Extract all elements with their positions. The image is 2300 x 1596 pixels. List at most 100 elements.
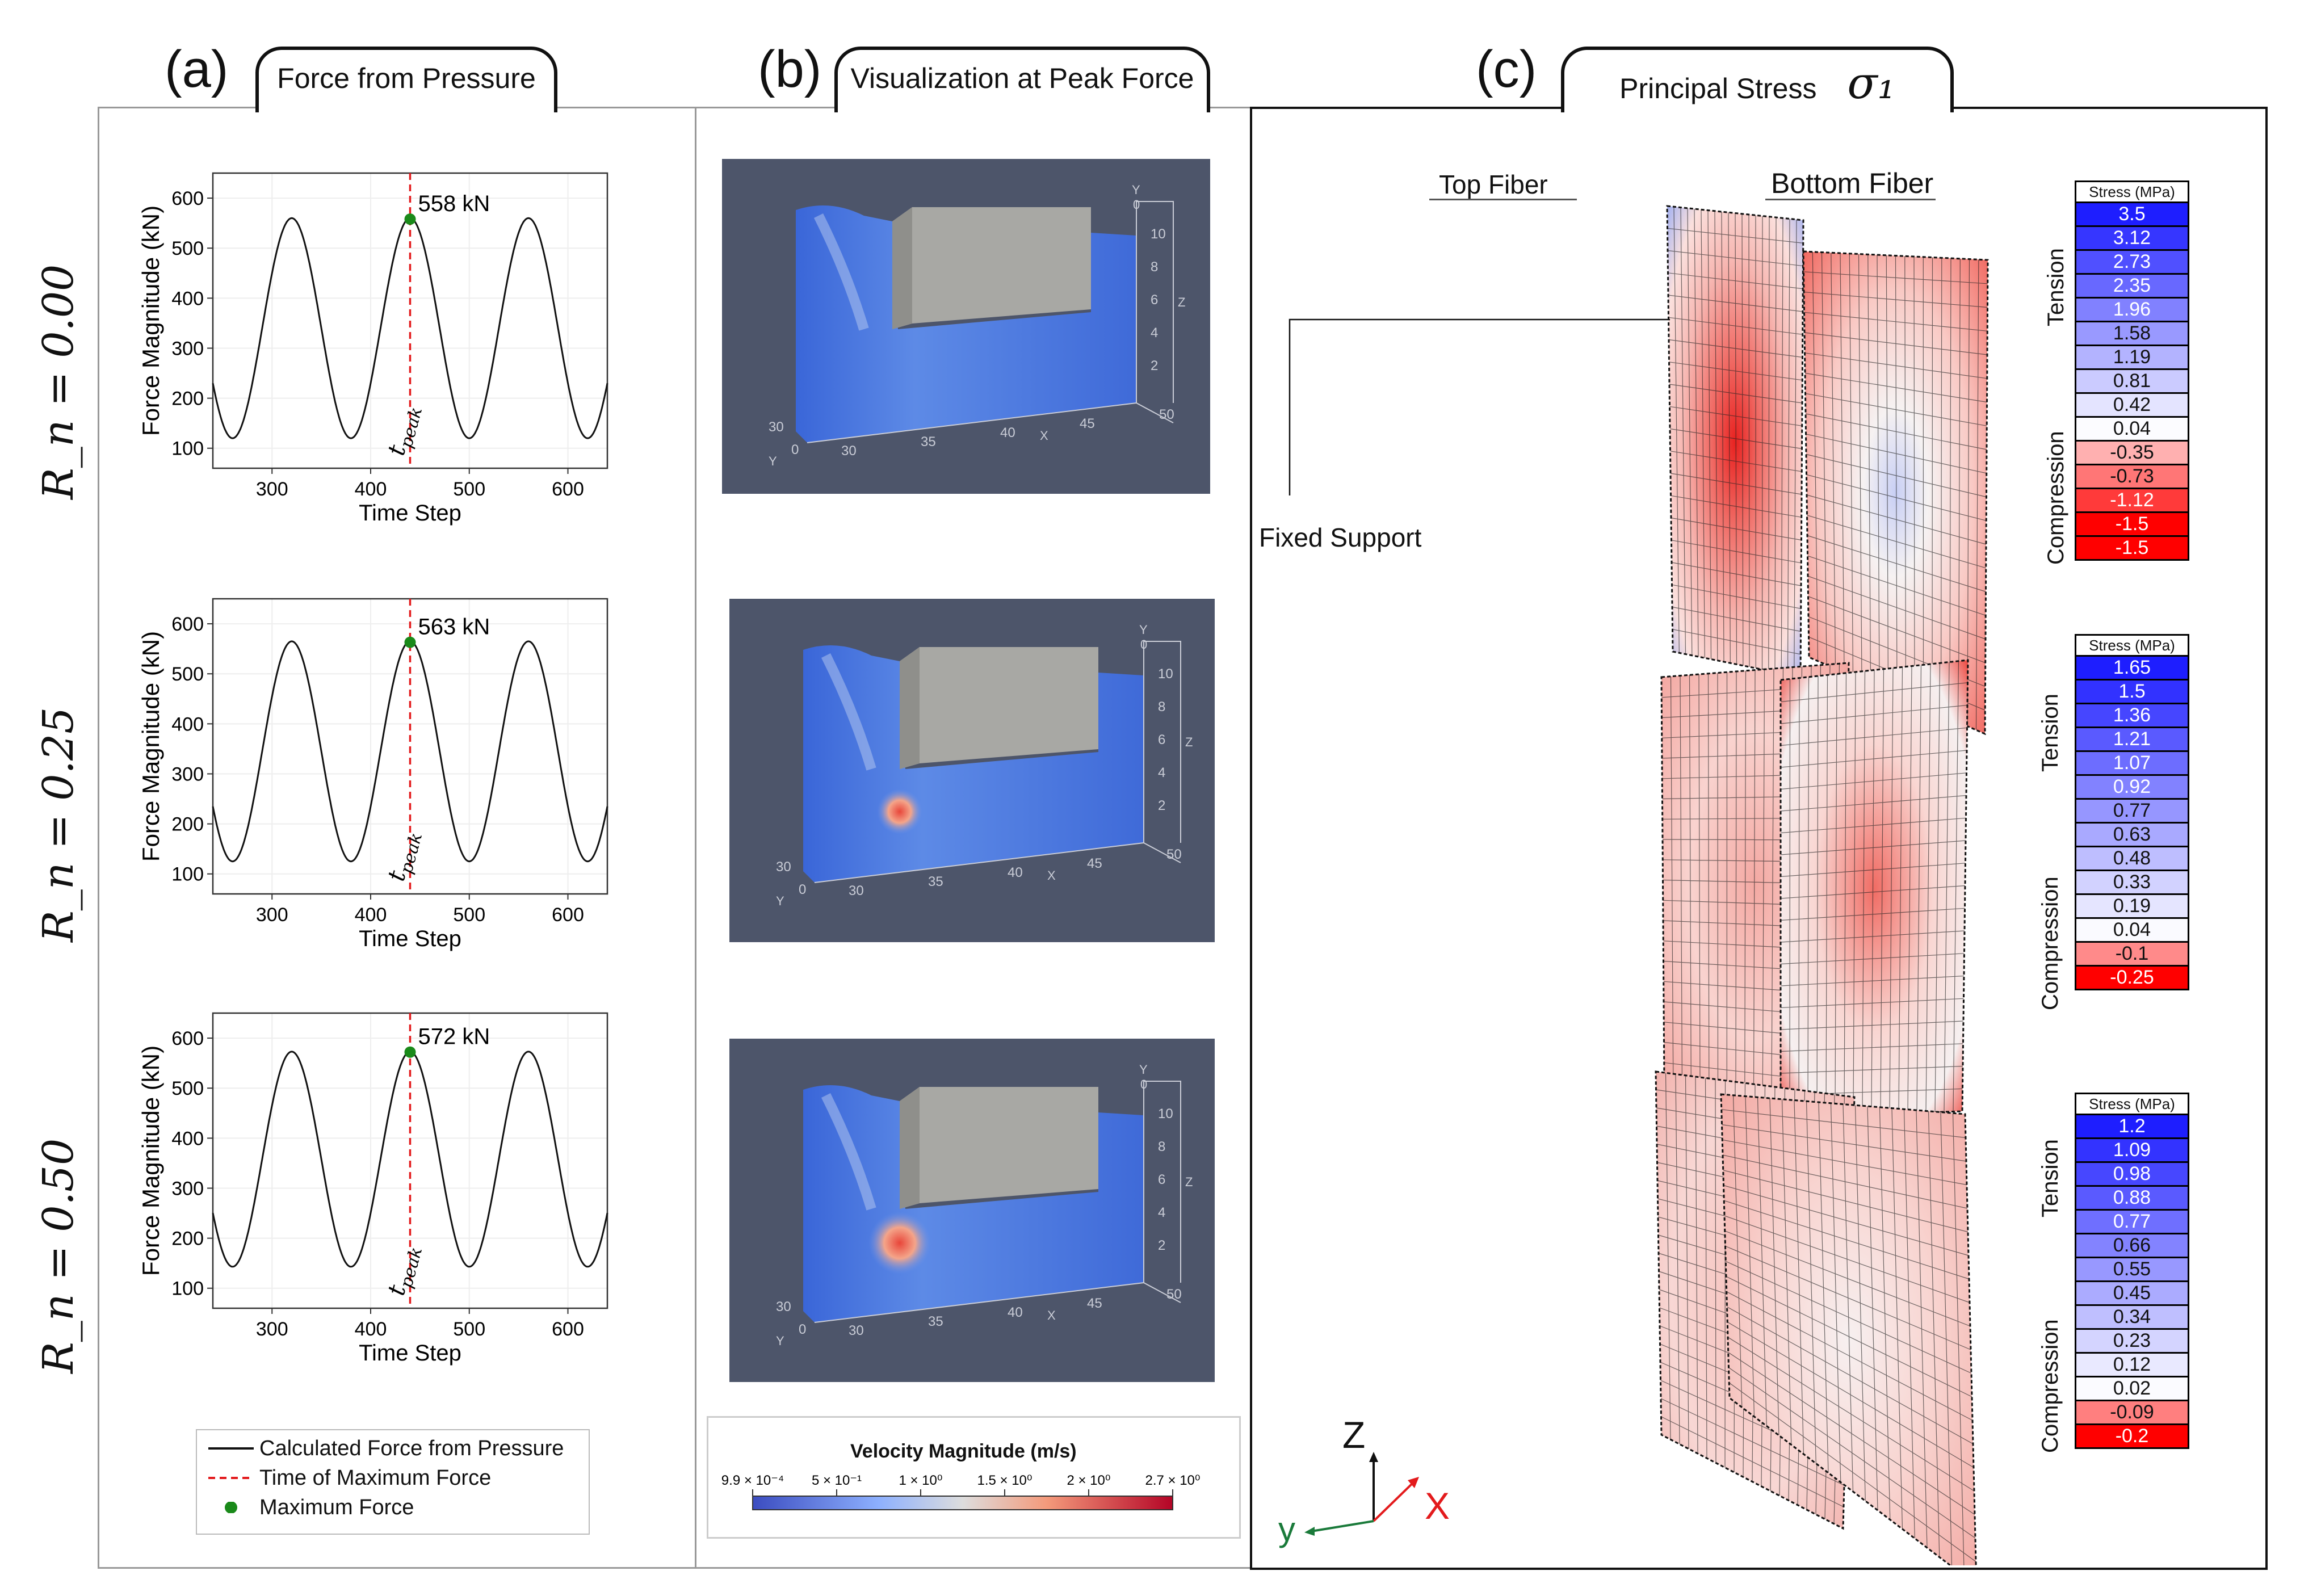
ytick-label-2: 300 [171,1178,204,1199]
legend-dash-swatch [208,1477,254,1479]
plate-mesh-1 [1803,251,1988,730]
ytick-label-3: 400 [171,1128,204,1149]
stress-scale-0: Stress (MPa) 3.5 3.12 2.73 2.35 1.96 1.58 1.19 0… [2075,180,2189,561]
stress-plates [1288,205,1989,1565]
viz-xtick-2: 40 [1008,865,1023,880]
stress-scale-cell: -1.5 [2075,511,2189,537]
stress-scale-cell: 1.21 [2075,726,2189,752]
t-peak-subscript: peak [396,831,426,876]
col-title-top-rule [1429,199,1577,200]
viz-xtick-4: 50 [1159,407,1174,422]
legend-line-swatch [208,1447,254,1450]
viz-top-y-label: Y [1139,1062,1148,1077]
compression-label-2: Compression [2038,1319,2063,1453]
xtick-label-2: 500 [453,478,485,500]
sigma-symbol: σ₁ [1847,58,1895,109]
stress-scale-cell: 2.35 [2075,273,2189,299]
viz-ztick-1: 8 [1158,1139,1165,1154]
stress-scale-cell: 0.66 [2075,1233,2189,1258]
stress-scale-cell: 0.92 [2075,774,2189,800]
col-title-bottom: Bottom Fiber [1771,167,1934,199]
stress-scale-header: Stress (MPa) [2075,180,2189,203]
compression-label-1: Compression [2038,876,2063,1010]
viz-xtick-0: 30 [841,443,857,459]
stress-scale-cell: -0.09 [2075,1400,2189,1425]
plate-edge-1 [1802,250,1989,736]
tension-label-0: Tension [2043,248,2068,326]
stress-scale-cell: 1.58 [2075,321,2189,346]
viz-xtick-3: 45 [1087,856,1102,871]
viz-z-axis-label: Z [1178,295,1185,309]
plate-mesh-2 [1661,663,1849,1105]
stress-scale-cell: 1.09 [2075,1137,2189,1163]
viz-ztick-0: 10 [1158,1106,1173,1122]
viz-y-axis-label: Y [776,1334,784,1348]
axis-triad [1304,1452,1419,1536]
xtick-label-1: 400 [355,904,387,926]
stress-scale-cell: 0.33 [2075,870,2189,895]
stress-scale-cell: 0.77 [2075,798,2189,824]
ytick-label-0: 100 [171,438,204,460]
compression-label-0: Compression [2043,431,2068,565]
bbox-diag [1143,842,1181,863]
wave-crest [821,653,876,771]
viz-x-axis-label: X [1040,429,1048,443]
bbox-line [1143,641,1181,843]
viz-ytick-0: 30 [769,419,784,435]
viz-xtick-1: 35 [921,434,936,450]
stress-scale-cell: 0.19 [2075,893,2189,919]
stress-scale-cell: 0.23 [2075,1328,2189,1354]
force-chart-0: 300 400 500 600 100 200 300 400 500 600 558 kN tpea… [137,172,608,526]
viz-ztick-2: 6 [1158,732,1165,747]
structure-side [892,207,912,329]
force-chart-1: 300 400 500 600 100 200 300 400 500 600 563 kN tpea… [137,598,608,951]
plate-mesh-5 [1721,1095,1976,1565]
x-axis-label: Time Step [359,926,461,951]
x-axis-line [814,1282,1144,1323]
viz-ytick-1: 0 [791,442,799,457]
plate-edge-4 [1655,1070,1856,1530]
row-label-0: R_n = 0.00 [34,264,83,499]
viz-top-y-label: Y [1132,183,1140,197]
stress-scale-1: Stress (MPa) 1.65 1.5 1.36 1.21 1.07 0.92 0.77 0… [2075,634,2189,990]
wave-crest [813,213,869,331]
x-axis-line [814,842,1144,883]
xtick-label-0: 300 [256,1318,288,1340]
stress-scale-cell: 0.63 [2075,822,2189,847]
stress-scale-header: Stress (MPa) [2075,634,2189,657]
plate-edge-0 [1666,205,1804,678]
peak-label: 558 kN [418,191,490,216]
stress-scale-cell: 0.77 [2075,1209,2189,1234]
viz-ztick-0: 10 [1151,226,1166,242]
legend-a: Calculated Force from Pressure Time of M… [196,1429,590,1535]
triad-x-arrow [1408,1477,1419,1488]
stress-scale-cell: -1.5 [2075,535,2189,561]
velocity-colorbar: Velocity Magnitude (m/s) 9.9 × 10⁻⁴ 5 × 1… [707,1416,1241,1539]
stress-scale-cell: 3.5 [2075,201,2189,227]
stress-scale-cell: -0.25 [2075,965,2189,990]
stress-scale-cell: 1.96 [2075,297,2189,322]
viz-top-tick: 0 [1133,198,1140,212]
ytick-label-4: 500 [171,663,204,685]
y-axis-label: Force Magnitude (kN) [137,1045,164,1276]
t-peak-label: tpeak [382,828,426,885]
ytick-label-2: 300 [171,763,204,785]
vbar-tick-label-4: 2 × 10⁰ [1067,1473,1110,1488]
ytick-label-4: 500 [171,238,204,259]
xtick-label-0: 300 [256,904,288,926]
structure-box [900,1087,1098,1209]
bbox-diag [1136,402,1174,423]
legend-item-peak: Maximum Force [197,1493,589,1522]
col-title-top: Top Fiber [1439,170,1548,199]
xtick-label-2: 500 [453,1318,485,1340]
t-peak-subscript: peak [396,405,426,451]
legend-item-line: Calculated Force from Pressure [197,1434,589,1463]
viz-z-axis-label: Z [1185,735,1193,749]
viz-xtick-2: 40 [1008,1305,1023,1320]
row-label-2: R_n = 0.50 [34,1138,83,1374]
panel-a-title: Force from Pressure [255,47,557,112]
ytick-label-3: 400 [171,713,204,735]
plate-edge-3 [1779,659,1969,1118]
viz-ztick-2: 6 [1158,1172,1165,1187]
stress-scale-2: Stress (MPa) 1.2 1.09 0.98 0.88 0.77 0.66 0.55 0… [2075,1093,2189,1449]
